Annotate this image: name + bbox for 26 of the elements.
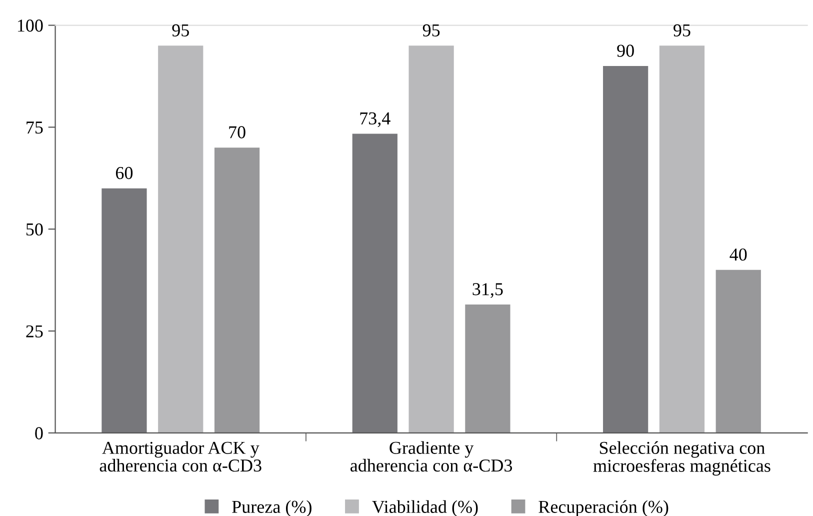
- data-label: 73,4: [360, 112, 390, 128]
- data-label: 95: [674, 24, 690, 36]
- data-label: 60: [116, 166, 133, 180]
- bar: [158, 46, 204, 433]
- bar: [603, 66, 648, 433]
- data-label: 95: [422, 24, 440, 36]
- bar: [408, 46, 454, 433]
- bar: [465, 304, 510, 433]
- bar: [214, 148, 260, 433]
- data-label: 40: [730, 248, 747, 261]
- y-tick-label: 75: [26, 122, 43, 134]
- x-tick-label: Amortiguador ACK y adherencia con α-CD3: [100, 441, 262, 472]
- y-tick-label: 100: [18, 20, 43, 32]
- data-label: 70: [229, 126, 246, 138]
- y-tick-label: 25: [26, 325, 43, 338]
- x-tick-label: Gradiente y adherencia con α-CD3: [350, 441, 512, 472]
- bar: [352, 134, 398, 433]
- x-tick-label: Selección negativa con microesferas magnéticas: [593, 441, 770, 476]
- data-label: 95: [172, 24, 189, 36]
- data-label: 31,5: [472, 283, 503, 298]
- bar: [716, 270, 761, 433]
- bar: [102, 188, 147, 433]
- data-label: 90: [617, 44, 634, 57]
- y-tick-label: 0: [35, 427, 43, 440]
- y-tick-label: 50: [26, 223, 43, 236]
- bar: [659, 46, 705, 433]
